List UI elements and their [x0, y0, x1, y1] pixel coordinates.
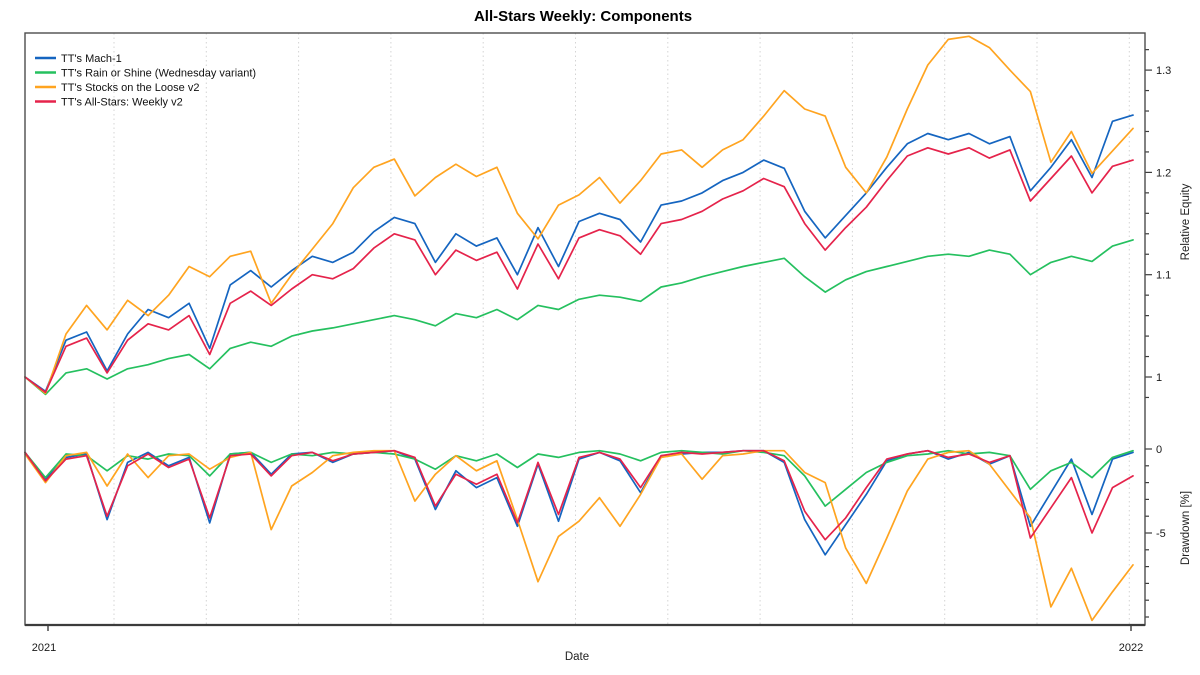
- drawdown-tick-label: -5: [1156, 528, 1166, 540]
- legend-label-all-stars-weekly: TT's All-Stars: Weekly v2: [61, 97, 183, 109]
- equity-line-series-3: [24, 146, 1134, 394]
- series-layer: [24, 35, 1134, 622]
- equity-tick-label: 1.1: [1156, 270, 1171, 282]
- axes-layer: 1 1.1 1.2 1.3 0 -5: [47, 49, 1171, 631]
- equity-tick-label: 1: [1156, 372, 1162, 384]
- drawdown-axis-title: Drawdown [%]: [1180, 491, 1192, 565]
- chart-title: All-Stars Weekly: Components: [474, 8, 692, 25]
- equity-tick-label: 1.2: [1156, 167, 1171, 179]
- x-axis-title: Date: [565, 651, 589, 663]
- x-tick-label-2021: 2021: [32, 642, 56, 654]
- equity-line-series-2: [24, 35, 1134, 395]
- legend-label-stocks-on-the-loose: TT's Stocks on the Loose v2: [61, 82, 199, 94]
- legend-label-rain-or-shine: TT's Rain or Shine (Wednesday variant): [61, 68, 256, 80]
- drawdown-line-series-2: [24, 449, 1134, 622]
- equity-tick-label: 1.3: [1156, 65, 1171, 77]
- drawdown-tick-label: 0: [1156, 444, 1162, 456]
- equity-axis-title: Relative Equity: [1180, 183, 1192, 260]
- legend-label-mach1: TT's Mach-1: [61, 53, 122, 65]
- x-tick-label-2022: 2022: [1119, 642, 1143, 654]
- equity-line-series-0: [24, 114, 1134, 393]
- plot-border: [24, 32, 1146, 626]
- equity-line-series-1: [24, 239, 1134, 396]
- legend: TT's Mach-1 TT's Rain or Shine (Wednesda…: [35, 53, 256, 109]
- gridlines-layer: [113, 33, 1130, 625]
- drawdown-line-series-3: [24, 449, 1134, 541]
- drawdown-line-series-1: [24, 449, 1134, 507]
